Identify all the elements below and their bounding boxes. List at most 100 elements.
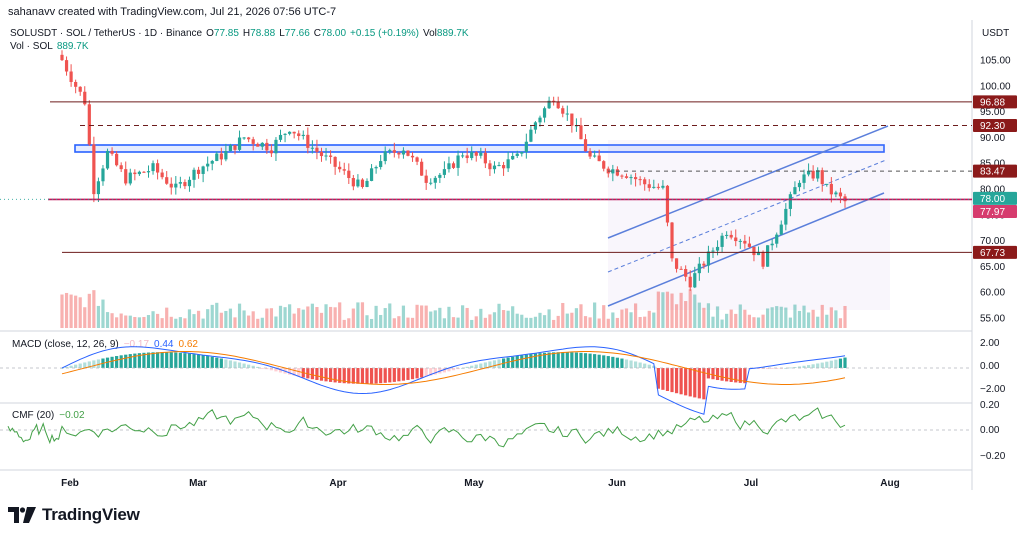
candle-body <box>324 155 328 157</box>
macd-line <box>61 346 846 415</box>
macd-histogram-bar <box>829 360 833 368</box>
price-badge-label: 92.30 <box>980 121 1005 132</box>
volume-bar <box>265 308 269 328</box>
macd-histogram-bar <box>524 354 528 368</box>
cmf-tick-label: −0.20 <box>980 451 1006 462</box>
tradingview-logo-icon <box>8 507 36 523</box>
candle-body <box>192 169 196 180</box>
candle-body <box>338 166 342 170</box>
price-tick-label: 70.00 <box>980 236 1005 247</box>
macd-histogram-bar <box>784 367 788 369</box>
macd-histogram-bar <box>206 356 210 368</box>
volume-bar <box>816 316 820 328</box>
close-label: C <box>313 28 322 39</box>
macd-histogram-bar <box>115 356 119 368</box>
candle-body <box>725 234 729 236</box>
change-value: +0.15 (+0.19%) <box>350 28 419 39</box>
macd-histogram-bar <box>743 368 747 384</box>
candle-body <box>451 163 456 168</box>
volume-bar <box>583 316 588 328</box>
macd-histogram-bar <box>520 355 524 368</box>
candle-body <box>201 166 205 174</box>
macd-histogram-bar <box>515 355 519 368</box>
volume-bar <box>324 304 328 328</box>
price-tick-label: 85.00 <box>980 159 1005 170</box>
volume-bar <box>210 304 214 328</box>
volume-bar <box>838 318 843 328</box>
macd-histogram-bar <box>615 357 619 368</box>
macd-histogram-bar <box>766 368 770 369</box>
volume-series-label[interactable]: Vol · SOL <box>10 41 53 52</box>
volume-bar <box>101 299 105 328</box>
candle-body <box>479 152 483 156</box>
candle-body <box>661 185 665 188</box>
price-badge <box>973 164 1017 178</box>
macd-histogram-bar <box>83 362 87 368</box>
tradingview-logo[interactable]: TradingView <box>8 505 140 525</box>
volume-bar <box>606 318 610 328</box>
candle-body <box>838 192 843 197</box>
candle-body <box>219 153 223 160</box>
volume-bar <box>237 303 242 328</box>
candle-body <box>779 224 783 235</box>
candle-body <box>761 251 765 267</box>
macd-histogram-bar <box>237 362 242 368</box>
symbol-name[interactable]: SOLUSDT · SOL / TetherUS · 1D · Binance <box>10 28 203 39</box>
candle-body <box>351 178 355 187</box>
macd-histogram-bar <box>547 352 551 368</box>
date-tick-label: Apr <box>329 478 346 489</box>
candle-body <box>105 150 110 169</box>
price-chart[interactable]: 105.00100.0095.0090.0085.0080.0075.0070.… <box>0 20 1024 495</box>
candle-body <box>593 155 597 157</box>
volume-bar <box>315 307 319 328</box>
volume-bar <box>761 314 765 328</box>
candle-body <box>397 152 401 155</box>
volume-bar <box>661 292 665 328</box>
candle-body <box>292 131 296 134</box>
volume-bar <box>743 309 747 328</box>
macd-histogram-bar <box>533 353 538 368</box>
volume-bar <box>292 313 296 328</box>
candle-body <box>210 160 214 164</box>
candle-body <box>743 240 747 244</box>
candle-body <box>738 240 742 242</box>
price-tick-label: 55.00 <box>980 314 1005 325</box>
candle-body <box>115 153 119 166</box>
volume-bar <box>379 314 383 328</box>
macd-histogram-bar <box>401 368 406 381</box>
macd-histogram-bar <box>201 355 205 368</box>
macd-histogram-bar <box>729 368 733 382</box>
candle-body <box>433 177 437 183</box>
candle-body <box>333 156 337 167</box>
candle-body <box>165 177 169 184</box>
volume-bar <box>688 289 692 328</box>
cmf-indicator-label[interactable]: CMF (20) <box>12 410 55 421</box>
price-badge-label: 77.97 <box>980 207 1005 218</box>
macd-histogram-bar <box>725 368 729 382</box>
macd-indicator-label[interactable]: MACD (close, 12, 26, 9) <box>12 339 119 350</box>
candle-body <box>133 172 137 175</box>
candle-body <box>674 258 679 269</box>
macd-histogram-bar <box>210 356 214 368</box>
volume-bar <box>192 314 196 328</box>
candle-body <box>697 263 701 274</box>
volume-bar <box>497 303 501 328</box>
volume-bar <box>142 316 146 328</box>
volume-bar <box>260 317 264 328</box>
low-value: 77.66 <box>284 28 310 39</box>
high-value: 78.88 <box>250 28 276 39</box>
candlesticks <box>60 50 847 291</box>
candle-body <box>492 165 497 170</box>
volume-bar <box>706 303 711 328</box>
currency-label[interactable]: USDT <box>982 28 1010 39</box>
volume-bar <box>338 302 342 328</box>
candle-body <box>124 169 128 184</box>
volume-bar <box>511 306 515 328</box>
candle-body <box>456 155 460 168</box>
volume-bar <box>602 305 606 328</box>
macd-histogram-bar <box>155 352 160 368</box>
macd-histogram-bar <box>720 368 724 381</box>
candle-body <box>542 108 547 118</box>
candle-body <box>306 134 310 148</box>
candle-body <box>365 180 369 187</box>
